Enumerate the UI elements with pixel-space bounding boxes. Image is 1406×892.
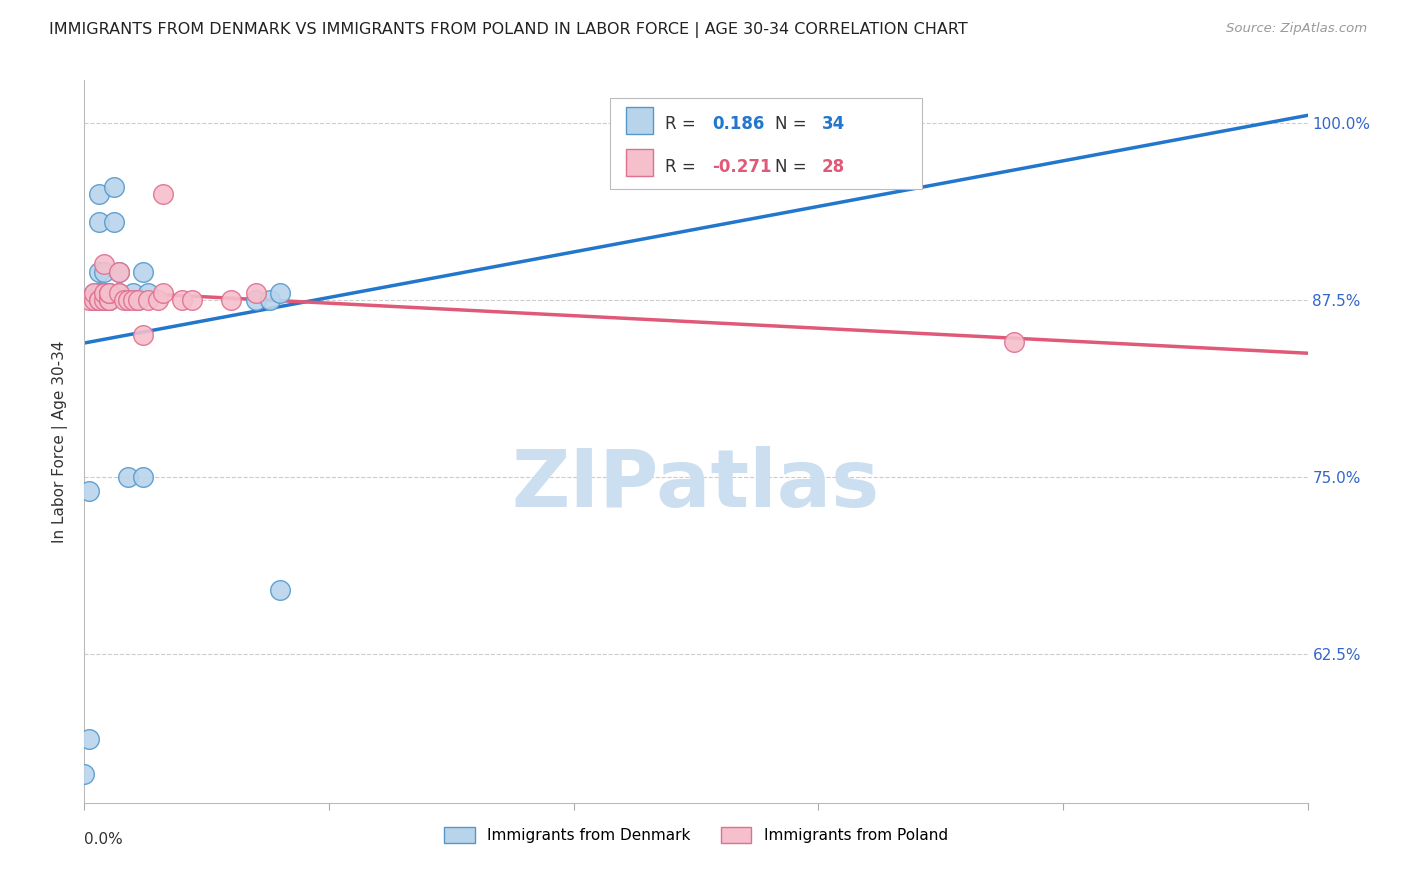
Text: R =: R = bbox=[665, 158, 702, 176]
Text: ZIPatlas: ZIPatlas bbox=[512, 446, 880, 524]
Text: -0.271: -0.271 bbox=[711, 158, 772, 176]
Point bbox=[146, 293, 169, 307]
Point bbox=[219, 293, 242, 307]
FancyBboxPatch shape bbox=[626, 149, 654, 177]
Point bbox=[127, 293, 149, 307]
Point bbox=[97, 293, 120, 307]
Text: Source: ZipAtlas.com: Source: ZipAtlas.com bbox=[1226, 22, 1367, 36]
Point bbox=[83, 293, 105, 307]
Point bbox=[97, 285, 120, 300]
Point bbox=[136, 293, 159, 307]
Point bbox=[87, 293, 110, 307]
Point bbox=[132, 328, 155, 343]
Point bbox=[97, 293, 120, 307]
Point bbox=[122, 293, 145, 307]
Point bbox=[97, 293, 120, 307]
Text: IMMIGRANTS FROM DENMARK VS IMMIGRANTS FROM POLAND IN LABOR FORCE | AGE 30-34 COR: IMMIGRANTS FROM DENMARK VS IMMIGRANTS FR… bbox=[49, 22, 967, 38]
Point bbox=[87, 285, 110, 300]
Point bbox=[181, 293, 204, 307]
Point bbox=[93, 264, 115, 278]
Point bbox=[93, 285, 115, 300]
Point bbox=[93, 285, 115, 300]
Point bbox=[107, 264, 129, 278]
Point bbox=[152, 186, 174, 201]
Text: N =: N = bbox=[776, 158, 813, 176]
Point bbox=[132, 470, 155, 484]
Point bbox=[269, 583, 291, 598]
Point bbox=[117, 470, 139, 484]
Point bbox=[77, 484, 100, 499]
Point bbox=[1002, 335, 1025, 350]
Point bbox=[103, 215, 125, 229]
Text: 28: 28 bbox=[823, 158, 845, 176]
Text: 0.186: 0.186 bbox=[711, 115, 765, 134]
Point bbox=[107, 285, 129, 300]
Point bbox=[112, 293, 135, 307]
Point bbox=[77, 293, 100, 307]
Point bbox=[93, 257, 115, 271]
Point bbox=[97, 285, 120, 300]
Point bbox=[122, 285, 145, 300]
Point bbox=[127, 293, 149, 307]
Text: N =: N = bbox=[776, 115, 813, 134]
Point bbox=[132, 264, 155, 278]
Point bbox=[83, 293, 105, 307]
Point bbox=[73, 767, 96, 781]
Point bbox=[93, 293, 115, 307]
Point bbox=[269, 285, 291, 300]
Point bbox=[87, 186, 110, 201]
Legend: Immigrants from Denmark, Immigrants from Poland: Immigrants from Denmark, Immigrants from… bbox=[439, 822, 953, 849]
Point bbox=[93, 285, 115, 300]
Point bbox=[103, 179, 125, 194]
Point bbox=[87, 264, 110, 278]
Point bbox=[685, 172, 707, 186]
Point bbox=[97, 293, 120, 307]
Point bbox=[93, 293, 115, 307]
Point bbox=[245, 285, 267, 300]
Point bbox=[83, 293, 105, 307]
Point bbox=[83, 285, 105, 300]
FancyBboxPatch shape bbox=[610, 98, 922, 189]
Point bbox=[107, 264, 129, 278]
Point bbox=[83, 285, 105, 300]
Text: R =: R = bbox=[665, 115, 702, 134]
Point bbox=[107, 285, 129, 300]
Text: 0.0%: 0.0% bbox=[84, 831, 124, 847]
Point bbox=[87, 293, 110, 307]
FancyBboxPatch shape bbox=[626, 106, 654, 134]
Point bbox=[259, 293, 281, 307]
Text: 34: 34 bbox=[823, 115, 845, 134]
Point bbox=[136, 285, 159, 300]
Point bbox=[87, 215, 110, 229]
Point bbox=[172, 293, 194, 307]
Point bbox=[87, 293, 110, 307]
Point bbox=[87, 293, 110, 307]
Point bbox=[152, 285, 174, 300]
Point bbox=[245, 293, 267, 307]
Point bbox=[117, 293, 139, 307]
Y-axis label: In Labor Force | Age 30-34: In Labor Force | Age 30-34 bbox=[52, 340, 69, 543]
Point bbox=[77, 732, 100, 747]
Point bbox=[97, 285, 120, 300]
